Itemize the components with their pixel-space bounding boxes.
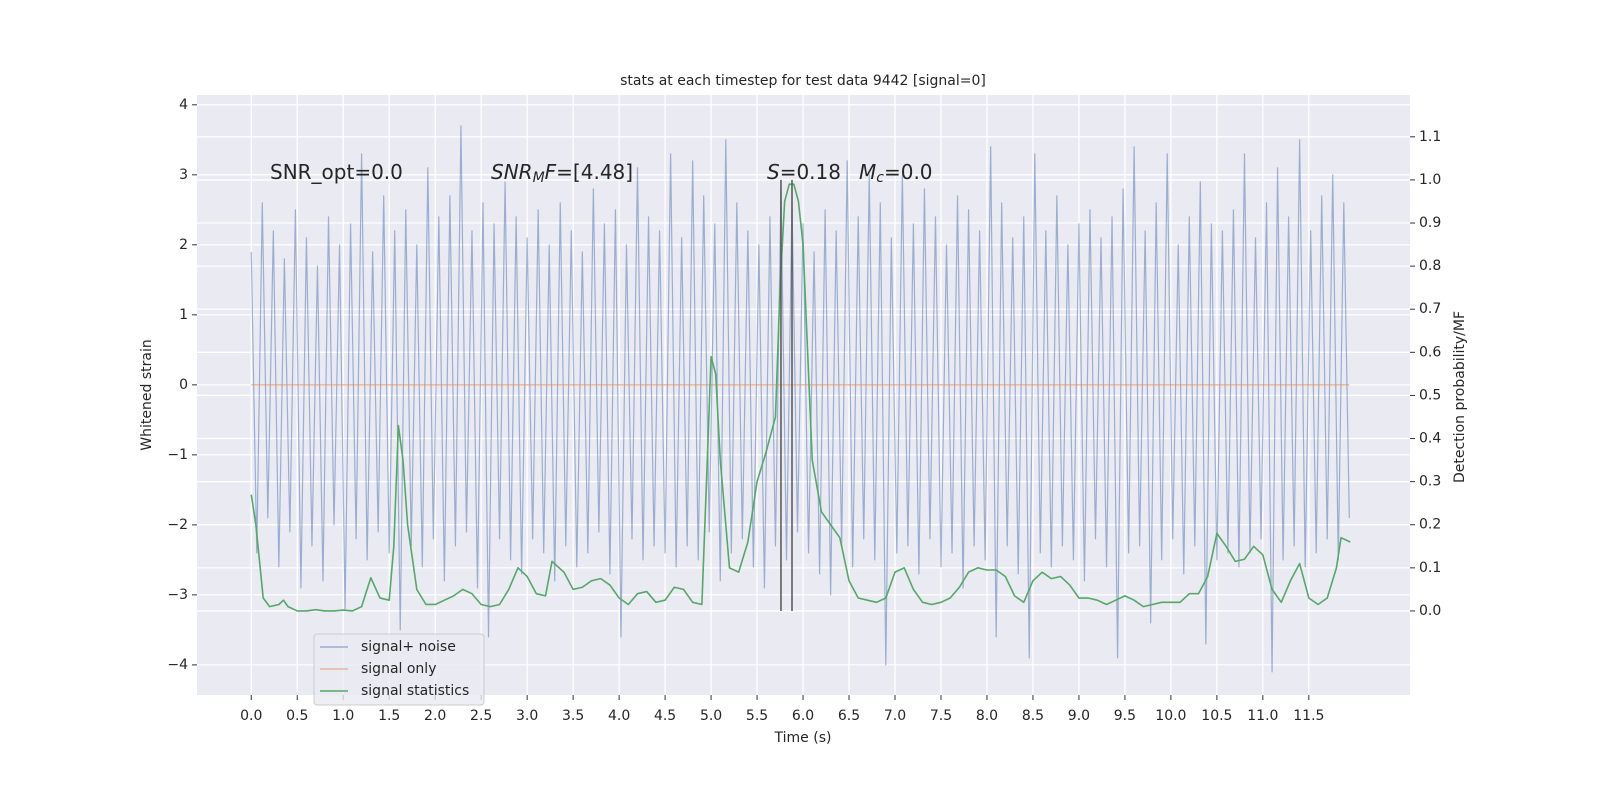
y-tick-label: 0 [179,377,188,393]
x-tick-label: 2.5 [470,708,492,724]
y2-tick-label: 0.1 [1419,560,1441,576]
annotation-part: M [533,170,545,186]
y2-axis-label: Detection probability/MF [1452,311,1468,483]
legend-label: signal only [361,661,436,677]
annotation: S=0.18 [767,160,841,184]
annotation-part: SNR [491,160,533,184]
y2-tick-label: 0.8 [1419,258,1441,274]
annotation-part: c [876,170,884,186]
y2-tick-label: 0.9 [1419,215,1441,231]
y-axis-label: Whitened strain [139,339,155,450]
y-tick-label: 1 [179,307,188,323]
y-tick-label: 2 [179,237,188,253]
x-tick-label: 5.0 [700,708,722,724]
x-tick-label: 0.0 [240,708,262,724]
x-tick-label: 4.5 [654,708,676,724]
x-tick-label: 11.5 [1293,708,1324,724]
x-tick-label: 0.5 [286,708,308,724]
y-tick-label: −2 [167,517,188,533]
annotation-part: =0.0 [884,160,933,184]
legend-box [313,633,485,706]
annotation-part: M [859,160,876,184]
x-tick-label: 2.0 [424,708,446,724]
x-tick-label: 8.0 [976,708,998,724]
annotation-part: =0.18 [780,160,841,184]
x-tick-label: 7.0 [884,708,906,724]
x-tick-label: 3.0 [516,708,538,724]
x-tick-label: 6.0 [792,708,814,724]
annotation-part: F [545,160,557,184]
x-tick-label: 3.5 [562,708,584,724]
y2-tick-label: 1.0 [1419,172,1441,188]
x-tick-label: 7.5 [930,708,952,724]
legend-label: signal+ noise [361,639,456,655]
y2-tick-label: 0.7 [1419,301,1441,317]
series-line [250,183,1351,612]
x-tick-label: 8.5 [1022,708,1044,724]
y2-tick-label: 0.6 [1419,344,1441,360]
annotation-part: SNR_opt=0.0 [270,160,403,184]
series-line [250,125,1350,673]
x-tick-label: 1.5 [378,708,400,724]
x-tick-label: 11.0 [1247,708,1278,724]
annotation: Mc=0.0 [859,160,933,187]
chart-title: stats at each timestep for test data 944… [620,73,986,89]
x-tick-label: 4.0 [608,708,630,724]
y2-tick-label: 1.1 [1419,129,1441,145]
y-tick-label: −4 [167,657,188,673]
annotation-part: S [767,160,780,184]
x-tick-label: 10.5 [1201,708,1232,724]
y-tick-label: −1 [167,447,188,463]
x-tick-label: 6.5 [838,708,860,724]
legend-label: signal statistics [361,683,469,699]
annotation: SNRMF=[4.48] [491,160,633,187]
x-axis-label: Time (s) [774,730,832,746]
y2-tick-label: 0.3 [1419,474,1441,490]
x-tick-label: 5.5 [746,708,768,724]
y2-tick-label: 0.4 [1419,431,1441,447]
y2-tick-label: 0.0 [1419,603,1441,619]
x-tick-label: 1.0 [332,708,354,724]
y-tick-label: 4 [179,97,188,113]
x-tick-label: 9.0 [1068,708,1090,724]
annotation: SNR_opt=0.0 [270,160,403,184]
y-tick-label: −3 [167,587,188,603]
x-tick-label: 10.0 [1155,708,1186,724]
annotation-part: =[4.48] [556,160,633,184]
y-tick-label: 3 [179,167,188,183]
x-tick-label: 9.5 [1114,708,1136,724]
y2-tick-label: 0.2 [1419,517,1441,533]
y2-tick-label: 0.5 [1419,387,1441,403]
